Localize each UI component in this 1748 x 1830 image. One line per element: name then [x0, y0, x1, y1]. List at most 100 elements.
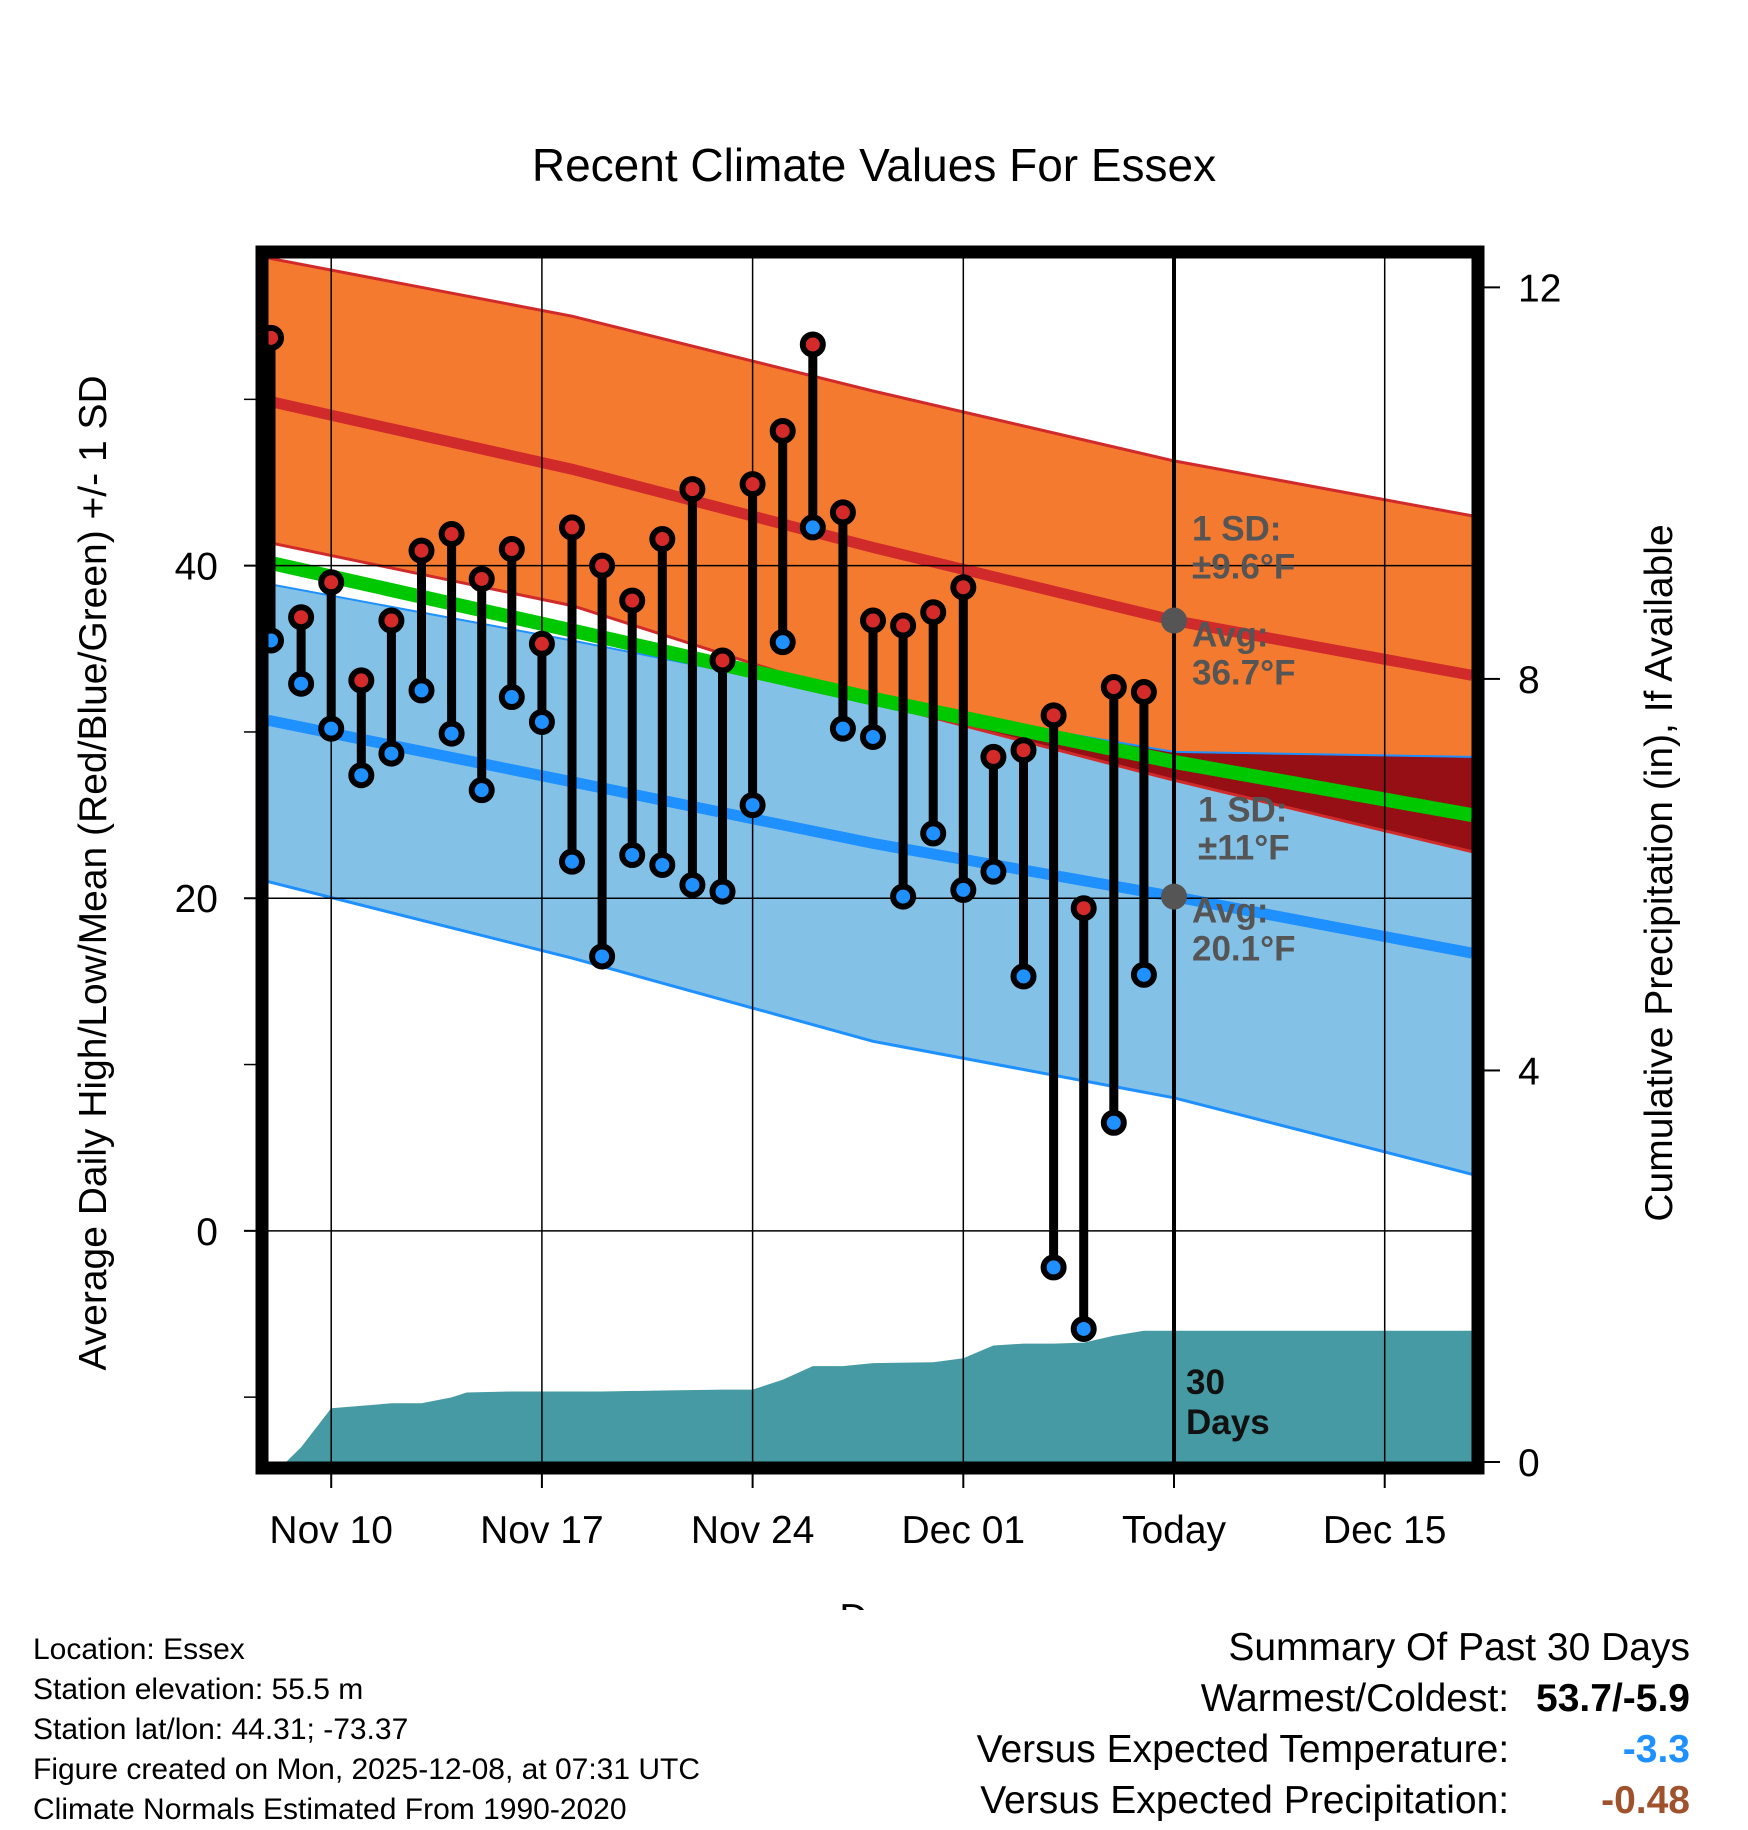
precip-area — [271, 1330, 1472, 1462]
low-avg-marker — [1161, 883, 1188, 910]
daily-low-point — [1070, 1315, 1097, 1342]
low-avg-label: Avg: 20.1°F — [1192, 892, 1296, 969]
y-axis-left-label: Average Daily High/Low/Mean (Red/Blue/Gr… — [72, 375, 115, 1370]
high-normal-line — [268, 395, 1472, 681]
summary-precip-row: Versus Expected Precipitation: -0.48 — [977, 1775, 1690, 1826]
high-sd-label: 1 SD: ±9.6°F — [1192, 510, 1295, 587]
high-avg-marker — [1161, 607, 1188, 634]
x-axis: Nov 10 Nov 17 Nov 24 Dec 01 Today Dec 15 — [269, 1474, 1446, 1552]
daily-low-point — [649, 851, 676, 878]
daily-high-point — [739, 471, 766, 498]
daily-low-point — [890, 883, 917, 910]
daily-low-point — [468, 777, 495, 804]
daily-low-point — [739, 792, 766, 819]
daily-low-point — [438, 720, 465, 747]
daily-high-point — [890, 612, 917, 639]
right-tick-label: 12 — [1518, 267, 1561, 310]
station-info: Location: Essex Station elevation: 55.5 … — [33, 1630, 700, 1830]
precip-value: -0.48 — [1601, 1779, 1690, 1822]
daily-high-point — [1040, 702, 1067, 729]
left-tick-label: 20 — [175, 878, 218, 921]
precip-label: Versus Expected Precipitation: — [980, 1779, 1510, 1822]
daily-high-point — [860, 607, 887, 634]
precip-days-label: 30 Days — [1186, 1363, 1270, 1442]
daily-high-point — [649, 526, 676, 553]
daily-low-point — [1100, 1109, 1127, 1136]
daily-low-point — [1130, 961, 1157, 988]
daily-high-point — [679, 476, 706, 503]
daily-low-point — [408, 677, 435, 704]
daily-low-point — [498, 684, 525, 711]
daily-high-point — [1100, 674, 1127, 701]
daily-low-point — [769, 629, 796, 656]
plot-area: 1 SD: ±9.6°F Avg: 36.7°F 1 SD: ±11°F Avg: 20.1°… — [175, 245, 1561, 1552]
right-tick-label: 4 — [1518, 1050, 1540, 1093]
daily-high-point — [799, 331, 826, 358]
location-text: Location: Essex — [33, 1633, 245, 1666]
daily-high-point — [438, 521, 465, 548]
left-tick-label: 0 — [196, 1211, 218, 1254]
x-tick-label: Today — [1122, 1509, 1227, 1552]
daily-low-point — [378, 740, 405, 767]
high-avg-label: Avg: 36.7°F — [1192, 616, 1296, 693]
daily-low-point — [799, 514, 826, 541]
daily-low-point — [318, 715, 345, 742]
elevation-text: Station elevation: 55.5 m — [33, 1673, 364, 1706]
daily-low-point — [559, 848, 586, 875]
daily-low-point — [589, 943, 616, 970]
right-tick-label: 8 — [1518, 659, 1540, 702]
daily-high-point — [980, 743, 1007, 770]
climate-chart: Recent Climate Values For Essex 1 SD: ±9.… — [72, 139, 1681, 1610]
daily-high-point — [468, 565, 495, 592]
high-upper-line — [268, 258, 1472, 518]
daily-high-point — [1010, 737, 1037, 764]
normals-text: Climate Normals Estimated From 1990-2020 — [33, 1793, 627, 1826]
daily-high-point — [950, 574, 977, 601]
low-sd-label: 1 SD: ±11°F — [1198, 791, 1290, 868]
warmest-label: Warmest/Coldest: — [1200, 1677, 1510, 1720]
daily-low-point — [950, 876, 977, 903]
warmest-value: 53.7/-5.9 — [1536, 1677, 1690, 1720]
daily-high-point — [498, 536, 525, 563]
daily-low-point — [1010, 963, 1037, 990]
daily-low-point — [528, 708, 555, 735]
x-tick-label: Dec 01 — [902, 1509, 1026, 1552]
daily-low-point — [860, 723, 887, 750]
summary-temp-row: Versus Expected Temperature: -3.3 — [977, 1724, 1690, 1775]
daily-high-point — [920, 599, 947, 626]
daily-high-point — [288, 604, 315, 631]
daily-low-point — [679, 871, 706, 898]
summary-panel: Summary Of Past 30 Days Warmest/Coldest:… — [977, 1622, 1690, 1826]
daily-observations — [258, 324, 1157, 1342]
x-tick-label: Nov 10 — [269, 1509, 393, 1552]
daily-high-point — [1070, 895, 1097, 922]
left-axis: 0 20 40 — [175, 398, 256, 1398]
daily-high-point — [769, 417, 796, 444]
summary-title: Summary Of Past 30 Days — [1228, 1626, 1690, 1669]
daily-high-point — [408, 537, 435, 564]
daily-low-point — [619, 842, 646, 869]
daily-high-point — [589, 552, 616, 579]
plot-frame — [255, 245, 1485, 1475]
left-tick-label: 40 — [175, 546, 218, 589]
right-axis: 0 4 8 12 — [1484, 267, 1561, 1485]
created-text: Figure created on Mon, 2025-12-08, at 07… — [33, 1753, 701, 1786]
daily-low-point — [920, 820, 947, 847]
high-sd-band — [268, 258, 1472, 852]
daily-low-point — [980, 858, 1007, 885]
x-tick-label: Nov 17 — [480, 1509, 604, 1552]
normal-bands — [268, 258, 1472, 1462]
x-tick-label: Nov 24 — [691, 1509, 815, 1552]
x-axis-label: Day — [839, 1597, 909, 1610]
daily-high-point — [318, 569, 345, 596]
daily-high-point — [709, 647, 736, 674]
daily-low-point — [348, 762, 375, 789]
daily-high-point — [348, 667, 375, 694]
temp-label: Versus Expected Temperature: — [976, 1728, 1510, 1771]
daily-high-point — [619, 587, 646, 614]
daily-high-point — [528, 630, 555, 657]
low-normal-line — [268, 714, 1472, 959]
summary-warmest-row: Warmest/Coldest: 53.7/-5.9 — [977, 1673, 1690, 1724]
y-axis-right-label: Cumulative Precipitation (in), If Availa… — [1638, 524, 1681, 1221]
daily-high-point — [1130, 679, 1157, 706]
